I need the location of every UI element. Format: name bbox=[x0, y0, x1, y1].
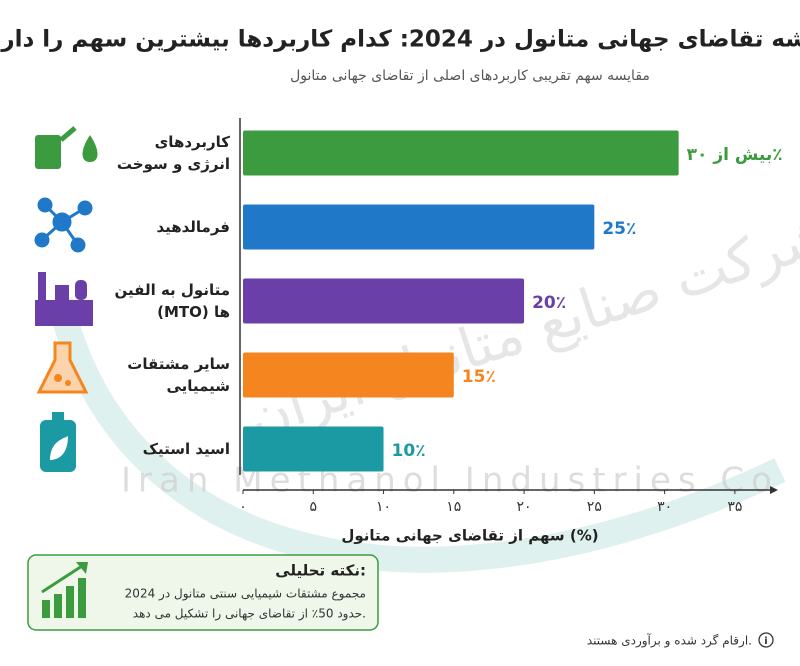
x-tick-label: ۳۰ bbox=[657, 499, 672, 515]
info-icon bbox=[758, 632, 774, 648]
watermark-swoosh bbox=[47, 297, 786, 573]
x-tick-label: ۲۰ bbox=[517, 499, 532, 515]
note-box bbox=[27, 554, 379, 631]
x-tick-label: ۱۵ bbox=[446, 499, 461, 515]
value-label: 15٪ bbox=[462, 367, 496, 387]
x-tick-label: ۳۵ bbox=[727, 499, 742, 515]
category-label: متانول به الفین ها (MTO) bbox=[114, 281, 230, 321]
axis-arrow bbox=[770, 486, 778, 494]
chart-subtitle: مقایسه سهم تقریبی کاربردهای اصلی از تقاض… bbox=[290, 68, 650, 84]
x-tick-label: ۲۵ bbox=[587, 499, 602, 515]
x-tick-label: ۱۰ bbox=[376, 499, 391, 515]
chart-title: نقشه تقاضای جهانی متانول در 2024: کدام ک… bbox=[0, 27, 800, 53]
value-label: بیش از ۳۰٪ bbox=[687, 145, 783, 165]
x-axis-title: سهم از تقاضای جهانی متانول (%) bbox=[341, 527, 598, 545]
category-label: اسید استیک bbox=[142, 440, 230, 458]
value-label: 10٪ bbox=[392, 441, 426, 461]
info-icon-glyph: i bbox=[764, 636, 767, 647]
bar bbox=[243, 204, 595, 250]
bar bbox=[243, 426, 384, 472]
note-icon bbox=[41, 562, 88, 618]
value-label: 20٪ bbox=[532, 293, 566, 313]
category-label: سایر مشتقات شیمیایی bbox=[127, 355, 230, 395]
category-label: کاربردهای انرژی و سوخت bbox=[116, 133, 230, 173]
bar bbox=[243, 130, 679, 176]
x-tick-label: ۵ bbox=[310, 499, 318, 515]
note-line: حدود 50٪ از تقاضای جهانی را تشکیل می دهد… bbox=[133, 607, 366, 622]
note-title: نکته تحلیلی: bbox=[275, 562, 366, 580]
category-label: فرمالدهید bbox=[156, 218, 230, 236]
value-label: 25٪ bbox=[602, 219, 636, 239]
bar bbox=[243, 278, 525, 324]
footnote: ارقام گرد شده و برآوردی هستند. bbox=[587, 633, 752, 649]
icon-fuel bbox=[35, 126, 98, 169]
note-line: مجموع مشتقات شیمیایی سنتی متانول در 2024 bbox=[125, 587, 366, 602]
watermark-en: Iran Methanol Industries Co bbox=[121, 461, 779, 501]
x-tick-label: ۰ bbox=[239, 499, 247, 515]
bar bbox=[243, 352, 454, 398]
icon-flask bbox=[36, 341, 89, 394]
icon-molecule bbox=[34, 197, 93, 253]
icon-factory bbox=[35, 272, 93, 326]
icon-jerrycan bbox=[40, 412, 76, 472]
